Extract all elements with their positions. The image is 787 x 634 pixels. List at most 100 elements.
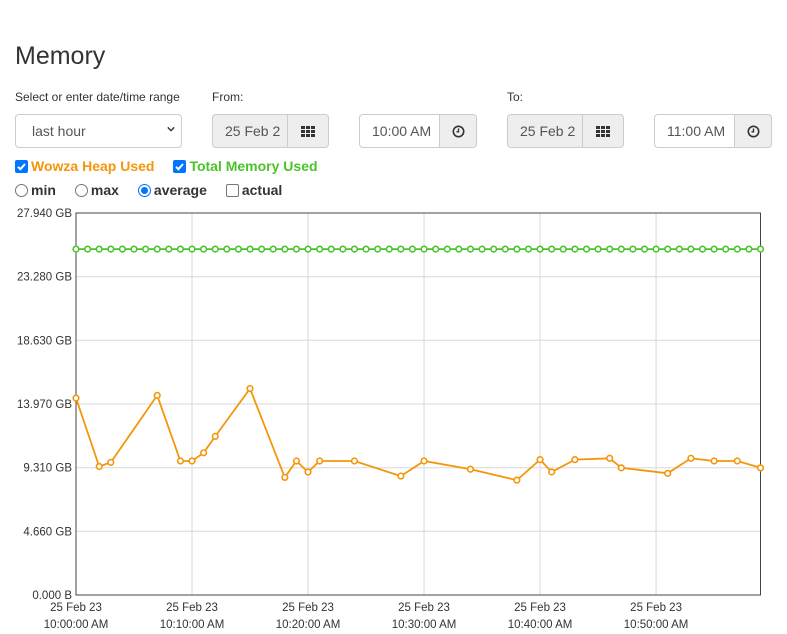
total-memory-used-point xyxy=(281,245,289,253)
wowza-heap-used-point xyxy=(756,464,765,472)
x-tick-label: 10:40:00 AM xyxy=(508,619,573,631)
from-calendar-button[interactable] xyxy=(288,114,329,148)
to-time-input[interactable]: 11:00 AM xyxy=(654,114,735,148)
total-memory-used-point xyxy=(397,245,405,253)
total-memory-used-point xyxy=(408,245,417,253)
wowza-heap-used-point xyxy=(95,462,103,471)
total-memory-used-point xyxy=(571,245,579,253)
total-memory-used-point xyxy=(756,245,765,253)
total-memory-used-point xyxy=(107,245,115,253)
wowza-heap-used-point xyxy=(72,394,80,402)
mode-options: min max average actual xyxy=(15,182,301,198)
wowza-heap-used-point xyxy=(571,456,579,464)
total-memory-used-point xyxy=(304,245,312,253)
wowza-heap-used-point xyxy=(466,465,475,473)
wowza-heap-used-point xyxy=(107,458,115,466)
checkbox-icon[interactable] xyxy=(173,159,187,173)
wowza-heap-used-point xyxy=(617,464,625,472)
mode-average[interactable]: average xyxy=(137,182,207,198)
wowza-heap-used-point xyxy=(153,391,161,399)
total-memory-used-point xyxy=(350,245,359,253)
x-tick-label: 25 Feb 23 xyxy=(282,602,334,614)
total-memory-toggle[interactable]: Total Memory Used xyxy=(173,158,318,174)
y-tick-label: 18.630 GB xyxy=(17,335,72,347)
x-tick-label: 25 Feb 23 xyxy=(398,602,450,614)
x-tick-label: 10:10:00 AM xyxy=(160,619,225,631)
total-memory-used-point xyxy=(710,245,718,253)
checkbox-icon[interactable] xyxy=(225,183,239,197)
clock-icon xyxy=(747,125,759,137)
x-tick-label: 10:00:00 AM xyxy=(44,619,109,631)
to-clock-button[interactable] xyxy=(735,114,772,148)
wowza-heap-used-point xyxy=(176,457,185,465)
total-memory-used-point xyxy=(629,245,637,253)
y-tick-label: 4.660 GB xyxy=(23,526,72,538)
wowza-heap-used-point xyxy=(606,454,614,462)
total-memory-used-point xyxy=(223,245,231,253)
total-memory-used-point xyxy=(582,245,591,253)
wowza-heap-label: Wowza Heap Used xyxy=(31,158,155,174)
wowza-heap-used-point xyxy=(664,469,672,477)
total-memory-used-point xyxy=(292,245,301,253)
x-tick-label: 10:30:00 AM xyxy=(392,619,457,631)
wowza-heap-used-point xyxy=(397,472,405,480)
wowza-heap-used-point xyxy=(548,468,556,476)
series-toggles: Wowza Heap Used Total Memory Used xyxy=(15,158,337,174)
total-memory-used-point xyxy=(594,245,602,253)
total-memory-used-point xyxy=(153,245,161,253)
total-memory-used-point xyxy=(432,245,440,253)
mode-min-label: min xyxy=(31,182,56,198)
plot-border xyxy=(75,212,761,596)
wowza-heap-used-point xyxy=(733,457,741,465)
total-memory-used-point xyxy=(606,245,614,253)
to-date-input[interactable]: 25 Feb 2 xyxy=(507,114,583,148)
x-tick-label: 10:20:00 AM xyxy=(276,619,341,631)
from-clock-button[interactable] xyxy=(440,114,477,148)
to-calendar-button[interactable] xyxy=(583,114,624,148)
total-memory-used-point xyxy=(130,245,138,253)
total-memory-used-point xyxy=(490,245,498,253)
radio-icon[interactable] xyxy=(137,183,151,197)
memory-chart: 0.000 B 4.660 GB 9.310 GB 13.970 GB 18.630 G… xyxy=(17,208,765,631)
total-memory-used-point xyxy=(501,245,509,253)
from-date-input[interactable]: 25 Feb 2 xyxy=(212,114,288,148)
wowza-heap-used-point xyxy=(304,468,312,476)
total-memory-used-point xyxy=(652,245,660,253)
wowza-heap-used-point xyxy=(292,457,301,465)
total-memory-used-point xyxy=(327,245,335,253)
total-memory-used-point xyxy=(95,245,103,253)
total-memory-used-point xyxy=(339,245,347,253)
total-memory-used-point xyxy=(269,245,277,253)
total-memory-used-point xyxy=(466,245,475,253)
total-memory-used-point xyxy=(84,245,92,253)
x-tick-label: 25 Feb 23 xyxy=(50,602,102,614)
mode-min[interactable]: min xyxy=(15,182,56,198)
total-memory-used-point xyxy=(211,245,219,253)
y-tick-label: 0.000 B xyxy=(32,590,72,602)
checkbox-icon[interactable] xyxy=(15,159,28,173)
from-label: From: xyxy=(212,90,244,104)
total-memory-used-point xyxy=(478,245,486,253)
wowza-heap-used-point xyxy=(188,457,196,465)
wowza-heap-toggle[interactable]: Wowza Heap Used xyxy=(15,158,154,174)
y-tick-label: 13.970 GB xyxy=(17,399,72,411)
range-label: Select or enter date/time range xyxy=(15,90,180,104)
mode-actual[interactable]: actual xyxy=(225,182,282,198)
radio-icon[interactable] xyxy=(74,183,88,197)
calendar-icon xyxy=(596,125,610,137)
from-time-input[interactable]: 10:00 AM xyxy=(359,114,440,148)
radio-icon[interactable] xyxy=(15,183,28,197)
total-memory-used-point xyxy=(165,245,173,253)
total-memory-used-point xyxy=(246,245,254,253)
chevron-down-icon xyxy=(167,126,175,132)
mode-max[interactable]: max xyxy=(74,182,119,198)
range-select-value: last hour xyxy=(32,123,86,139)
wowza-heap-used-point xyxy=(710,457,718,465)
total-memory-used-point xyxy=(559,245,567,253)
total-memory-used-point xyxy=(455,245,463,253)
total-memory-used-point xyxy=(687,245,695,253)
wowza-heap-used-point xyxy=(420,457,428,465)
range-select[interactable]: last hour xyxy=(15,114,182,148)
total-memory-used-point xyxy=(536,245,544,253)
total-memory-label: Total Memory Used xyxy=(189,158,318,174)
